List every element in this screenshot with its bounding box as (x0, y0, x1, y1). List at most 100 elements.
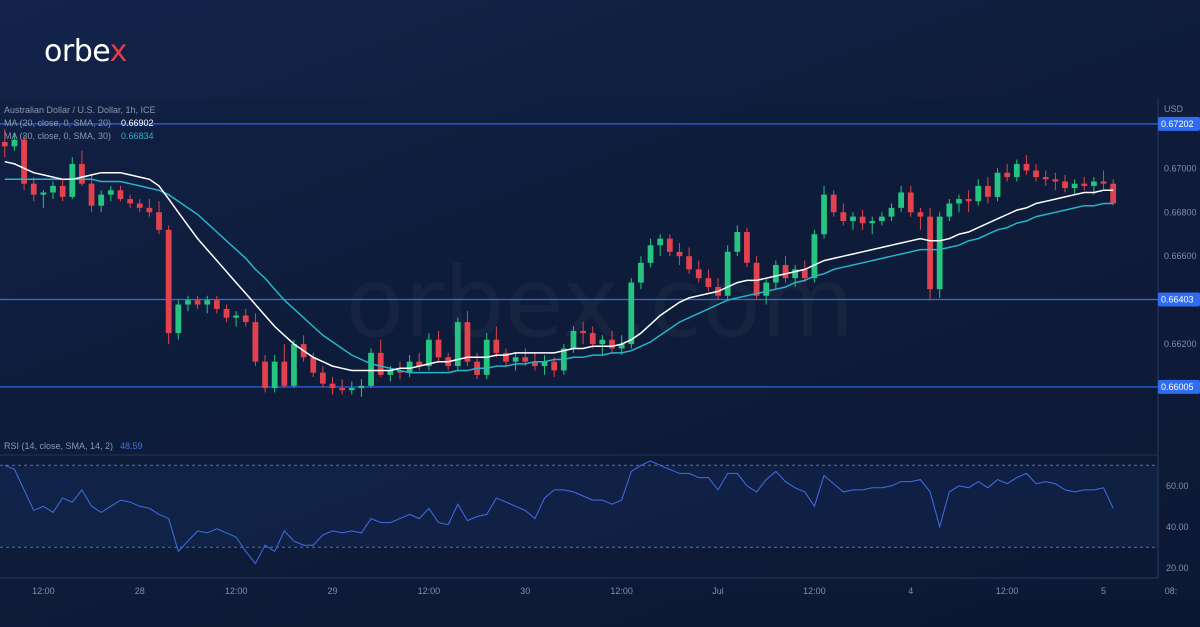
candle[interactable] (88, 174, 95, 213)
candle[interactable] (772, 260, 779, 290)
candle[interactable] (859, 210, 866, 230)
candle[interactable] (107, 185, 114, 202)
candle[interactable] (156, 201, 162, 235)
candle[interactable] (1, 128, 8, 158)
candle[interactable] (705, 269, 712, 292)
candle[interactable] (512, 352, 519, 371)
candle[interactable] (724, 245, 731, 301)
candle[interactable] (840, 203, 847, 226)
candle[interactable] (1023, 155, 1030, 175)
candle[interactable] (1013, 159, 1020, 182)
candle[interactable] (927, 207, 933, 301)
candle[interactable] (136, 199, 143, 213)
candle[interactable] (878, 212, 885, 226)
candle[interactable] (213, 295, 220, 314)
candle[interactable] (1004, 163, 1011, 182)
candles[interactable] (1, 128, 1117, 397)
candle[interactable] (869, 216, 876, 235)
candle[interactable] (233, 311, 240, 327)
candle[interactable] (59, 179, 66, 202)
candle[interactable] (994, 168, 1001, 202)
candle[interactable] (695, 260, 702, 283)
candle[interactable] (676, 243, 683, 265)
candle[interactable] (734, 225, 741, 257)
candle[interactable] (917, 207, 924, 230)
candle[interactable] (117, 185, 124, 202)
candle[interactable] (368, 348, 374, 389)
candle[interactable] (821, 185, 827, 239)
candle[interactable] (358, 379, 365, 397)
candle[interactable] (811, 229, 818, 283)
candle[interactable] (541, 355, 548, 375)
candle[interactable] (522, 348, 529, 367)
candle[interactable] (165, 225, 172, 345)
candle[interactable] (329, 377, 336, 395)
candle[interactable] (30, 177, 37, 202)
candle[interactable] (1042, 170, 1049, 186)
candle[interactable] (965, 190, 972, 213)
candle[interactable] (830, 190, 837, 217)
candle[interactable] (339, 379, 346, 395)
orbex-logo[interactable]: orbex (44, 34, 127, 69)
candle[interactable] (185, 295, 191, 312)
candle[interactable] (801, 260, 808, 283)
candle[interactable] (1071, 179, 1078, 195)
candle[interactable] (50, 181, 56, 200)
candle[interactable] (291, 339, 297, 389)
candle[interactable] (1100, 170, 1107, 191)
candle[interactable] (319, 366, 326, 389)
candle[interactable] (69, 157, 76, 200)
candle[interactable] (98, 190, 105, 213)
candle[interactable] (40, 190, 47, 208)
candle[interactable] (628, 278, 635, 349)
candle[interactable] (647, 238, 654, 268)
candle[interactable] (21, 135, 27, 191)
candle[interactable] (898, 185, 905, 213)
horizontal-levels[interactable]: 0.67202 0.66403 0.66005 (0, 116, 1200, 394)
candle[interactable] (175, 300, 182, 340)
candle[interactable] (1081, 177, 1088, 191)
candle[interactable] (262, 355, 268, 393)
candle[interactable] (686, 247, 693, 274)
candle[interactable] (657, 234, 664, 257)
candle[interactable] (406, 355, 413, 378)
candle[interactable] (580, 322, 586, 345)
candle[interactable] (956, 194, 962, 213)
candle[interactable] (242, 308, 249, 327)
candle[interactable] (493, 326, 500, 358)
candle[interactable] (223, 304, 230, 323)
candle[interactable] (551, 357, 558, 378)
candle[interactable] (454, 317, 461, 371)
candle[interactable] (348, 381, 355, 395)
candle[interactable] (281, 344, 288, 389)
candle[interactable] (503, 348, 509, 367)
candle[interactable] (1033, 163, 1039, 182)
candle[interactable] (888, 203, 895, 222)
candle[interactable] (1062, 174, 1068, 193)
candle[interactable] (204, 295, 211, 314)
candle[interactable] (1110, 179, 1117, 206)
candle[interactable] (127, 194, 134, 208)
candle[interactable] (850, 212, 856, 230)
candle[interactable] (984, 177, 991, 204)
candle[interactable] (907, 185, 914, 217)
candle[interactable] (416, 352, 423, 371)
candle[interactable] (618, 335, 625, 356)
candle[interactable] (271, 355, 278, 393)
candle[interactable] (936, 212, 943, 298)
candle[interactable] (194, 295, 201, 309)
candle[interactable] (11, 133, 18, 151)
candle[interactable] (638, 256, 644, 290)
candle[interactable] (744, 227, 750, 268)
candle[interactable] (589, 326, 596, 349)
candle[interactable] (609, 330, 615, 353)
candle[interactable] (782, 256, 789, 283)
candle[interactable] (666, 234, 673, 257)
candle[interactable] (599, 335, 606, 356)
candle[interactable] (1052, 172, 1059, 191)
candle[interactable] (946, 199, 953, 222)
candle[interactable] (435, 330, 442, 362)
candle[interactable] (252, 313, 259, 367)
candle[interactable] (975, 179, 982, 206)
